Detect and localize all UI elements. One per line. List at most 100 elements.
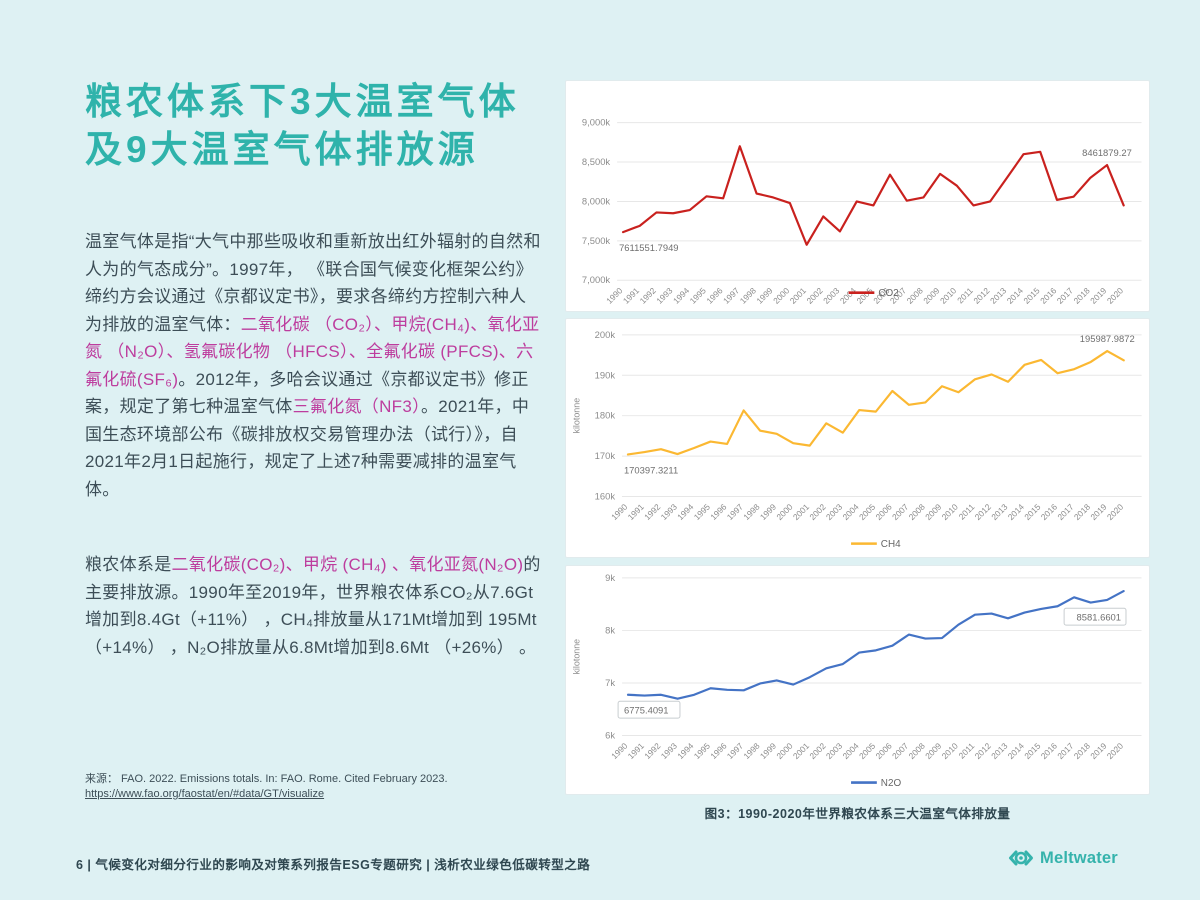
source-text: 来源： FAO. 2022. Emissions totals. In: FAO… (85, 773, 448, 785)
x-tick-label: 2004 (840, 741, 861, 762)
figure-caption: 图3：1990-2020年世界粮农体系三大温室气体排放量 (704, 807, 1011, 821)
n2o-line (626, 589, 1125, 700)
x-tick-label: 2004 (838, 285, 859, 306)
x-tick-label: 2005 (857, 741, 878, 762)
x-tick-label: 1996 (708, 741, 729, 762)
n2o-chart-svg: 9k8k7k6kkilotonne19901991199219931994199… (571, 572, 1142, 789)
y-tick-label: 190k (595, 369, 616, 380)
x-tick-label: 1991 (626, 741, 647, 762)
n2o-emissions-chart: 9k 8k 7k 6k kilotonne 1990 1991 1992 1993 1994 199… (565, 565, 1150, 795)
x-tick-label: 2018 (1072, 502, 1093, 523)
y-tick-label: 7,000k (582, 274, 611, 285)
data-label: 6775.4091 (624, 705, 668, 716)
legend-label: CO2 (878, 288, 899, 299)
x-tick-label: 2011 (957, 741, 977, 761)
x-tick-label: 2003 (824, 741, 845, 762)
data-label: 8461879.27 (1082, 147, 1132, 158)
body-text: 粮农体系是 (85, 555, 172, 574)
emissions-paragraph: 粮农体系是二氧化碳(CO₂)、甲烷 (CH₄) 、氧化亚氮(N₂O)的主要排放源… (85, 551, 543, 661)
x-tick-label: 2019 (1088, 285, 1109, 306)
co2-chart-svg: 9,000k8,500k8,000k7,500k7,000k1990199119… (582, 117, 1142, 306)
brand-name: Meltwater (1040, 848, 1118, 867)
x-tick-label: 2010 (938, 285, 959, 306)
x-tick-label: 2016 (1038, 285, 1059, 306)
legend-label: CH4 (881, 539, 901, 550)
x-tick-label: 1990 (604, 285, 625, 306)
x-tick-label: 2001 (791, 741, 812, 762)
data-label: 8581.6601 (1077, 612, 1121, 623)
x-tick-label: 2015 (1021, 285, 1042, 306)
source-link[interactable]: https://www.fao.org/faostat/en/#data/GT/… (85, 788, 325, 800)
annotation-box (1063, 607, 1127, 626)
x-tick-label: 2010 (940, 502, 961, 523)
x-tick-label: 1999 (758, 741, 779, 762)
y-tick-label: 200k (595, 329, 616, 340)
x-tick-label: 1992 (638, 285, 659, 306)
highlight-text: 二氧化碳(CO₂)、甲烷 (CH₄) 、氧化亚氮(N₂O) (171, 555, 524, 574)
x-tick-label: 1991 (626, 502, 647, 523)
x-tick-label: 2004 (840, 502, 861, 523)
x-tick-label: 2019 (1088, 741, 1109, 762)
x-tick-label: 2003 (821, 285, 842, 306)
annotation-box (617, 700, 681, 719)
x-tick-label: 2012 (971, 285, 992, 306)
ch4-line (626, 349, 1125, 456)
x-tick-label: 1990 (609, 502, 630, 523)
x-tick-label: 2016 (1039, 741, 1060, 762)
y-axis-title: kilotonne (571, 398, 581, 434)
x-tick-label: 2009 (923, 502, 944, 523)
x-tick-label: 2002 (807, 502, 828, 523)
x-tick-label: 2017 (1055, 502, 1076, 523)
x-tick-label: 2014 (1005, 285, 1026, 306)
x-tick-label: 2014 (1006, 741, 1027, 762)
x-tick-label: 2010 (940, 741, 961, 762)
y-tick-label: 160k (595, 490, 616, 501)
page-title: 粮农体系下3大温室气体 及9大温室气体排放源 (85, 78, 543, 174)
x-tick-label: 1990 (609, 741, 630, 762)
x-tick-label: 1999 (758, 502, 779, 523)
x-tick-label: 2007 (890, 741, 911, 762)
y-tick-label: 8,000k (582, 195, 611, 206)
x-tick-label: 2015 (1022, 741, 1043, 762)
page-title-line-1: 粮农体系下3大温室气体 (85, 81, 520, 122)
x-tick-label: 2020 (1105, 285, 1126, 306)
x-tick-label: 1999 (754, 285, 775, 306)
x-tick-label: 2018 (1072, 741, 1093, 762)
x-tick-label: 2013 (989, 502, 1010, 523)
x-tick-label: 2002 (807, 741, 828, 762)
x-tick-label: 1992 (642, 502, 663, 523)
x-tick-label: 1997 (725, 502, 746, 523)
meltwater-eye-icon (1009, 850, 1033, 866)
x-tick-label: 1994 (675, 502, 696, 523)
x-tick-label: 1995 (692, 741, 713, 762)
data-label: 7611551.7949 (619, 242, 678, 253)
x-tick-label: 2019 (1088, 502, 1109, 523)
data-label: 170397.3211 (624, 464, 678, 475)
x-tick-label: 1996 (704, 285, 725, 306)
highlight-text: 二氧化碳 （CO₂）、甲烷(CH₄)、氧化亚氮 （N₂O）、氢氟碳化物 （HFC… (85, 314, 540, 389)
x-tick-label: 1993 (659, 741, 680, 762)
x-tick-label: 2017 (1055, 741, 1076, 762)
page-footer: 6 | 气候变化对细分行业的影响及对策系列报告ESG专题研究 | 浅析农业绿色低… (76, 858, 591, 872)
body-text: 。2021年，中国生态环境部公布《碳排放权交易管理办法（试行）》，自2021年2… (85, 397, 530, 499)
body-text: 温室气体是指“大气中那些吸收和重新放出红外辐射的自然和人为的气态成分”。1997… (85, 232, 541, 334)
body-text: 的主要排放源。1990年至2019年，世界粮农体系CO₂从7.6Gt增加到8.4… (85, 555, 541, 657)
x-tick-label: 2000 (771, 285, 792, 306)
x-tick-label: 1995 (688, 285, 709, 306)
x-tick-label: 1997 (721, 285, 742, 306)
x-tick-label: 1996 (708, 502, 729, 523)
x-tick-label: 2005 (854, 285, 875, 306)
x-tick-label: 2016 (1039, 502, 1060, 523)
x-tick-label: 2008 (907, 502, 928, 523)
x-tick-label: 2000 (774, 502, 795, 523)
intro-paragraph: 温室气体是指“大气中那些吸收和重新放出红外辐射的自然和人为的气态成分”。1997… (85, 228, 543, 503)
x-tick-label: 2009 (921, 285, 942, 306)
highlight-text: 三氟化氮（NF3） (292, 397, 421, 416)
x-tick-label: 1993 (654, 285, 675, 306)
x-tick-label: 2011 (957, 502, 977, 522)
x-tick-label: 2001 (791, 502, 812, 523)
x-tick-label: 2007 (890, 502, 911, 523)
y-tick-label: 180k (595, 410, 616, 421)
source-note: 来源： FAO. 2022. Emissions totals. In: FAO… (85, 772, 555, 802)
